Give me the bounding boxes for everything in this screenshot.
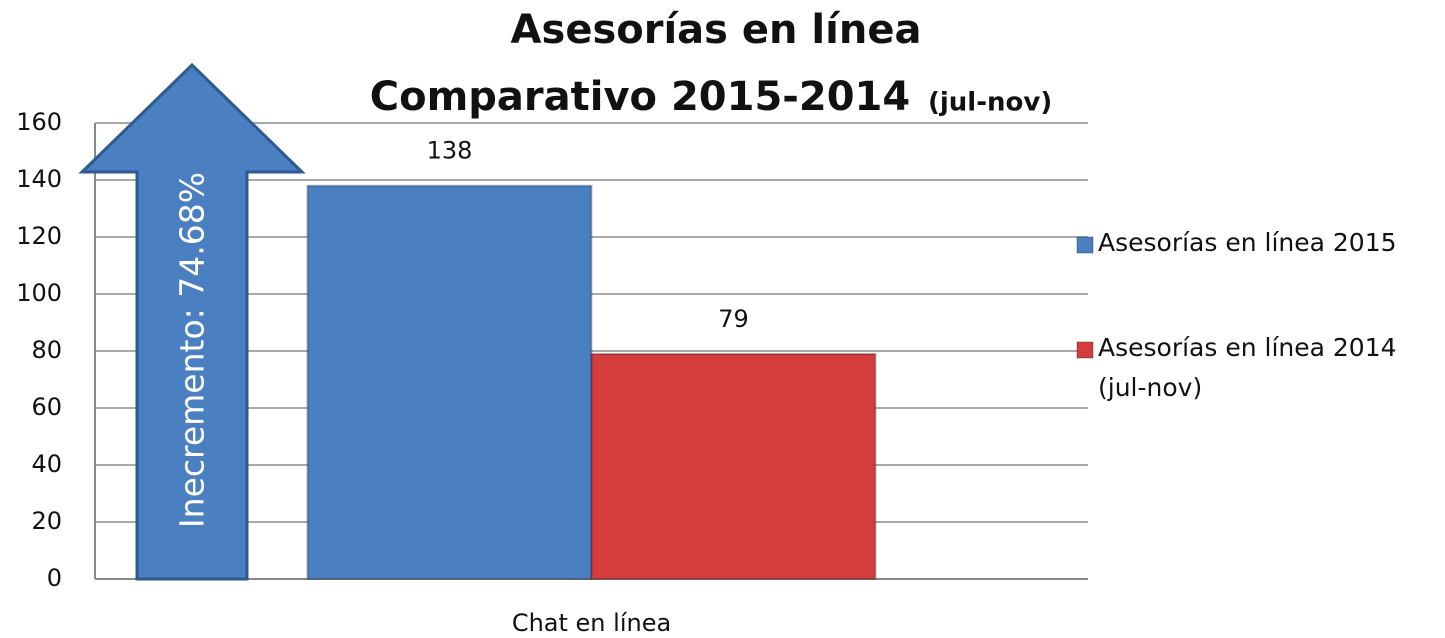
chart-subtitle: Comparativo 2015-2014: [370, 74, 910, 120]
x-tick-label: Chat en línea: [512, 609, 671, 637]
legend-swatch: [1076, 341, 1094, 359]
bar: [306, 184, 593, 580]
y-tick-label: 40: [31, 450, 62, 478]
annotation-arrow: [78, 62, 306, 581]
legend-entry: Asesorías en línea 2014 (jul-nov): [1098, 333, 1397, 402]
y-tick-label: 80: [31, 336, 62, 364]
y-tick-label: 140: [16, 165, 62, 193]
annotation-text: Inecremento: 74.68%: [173, 172, 212, 528]
y-tick-label: 100: [16, 279, 62, 307]
value-label: 138: [427, 137, 473, 165]
y-tick-label: 120: [16, 222, 62, 250]
y-tick-label: 0: [47, 564, 62, 592]
value-label: 79: [718, 305, 749, 333]
y-tick-label: 60: [31, 393, 62, 421]
bar: [590, 352, 877, 580]
legend-entry: Asesorías en línea 2015: [1098, 228, 1397, 257]
subtitle-note: (jul-nov): [928, 88, 1052, 118]
legend-swatch: [1076, 236, 1094, 254]
y-tick-label: 20: [31, 507, 62, 535]
chart-title: Asesorías en línea: [511, 7, 922, 53]
legend-text: Asesorías en línea 2015: [1098, 228, 1397, 257]
legend-text: Asesorías en línea 2014 (jul-nov): [1098, 333, 1397, 402]
y-tick-label: 160: [16, 108, 62, 136]
